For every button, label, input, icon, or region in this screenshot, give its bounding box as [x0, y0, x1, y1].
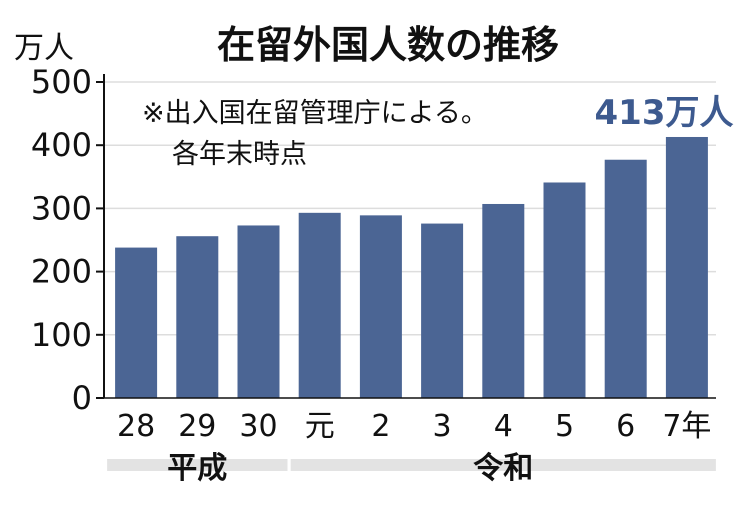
chart-title: 在留外国人数の推移 [217, 23, 559, 67]
bar-4 [298, 212, 341, 398]
era-labels: 平成 令和 [107, 451, 716, 486]
x-tick-label: 28 [117, 409, 155, 444]
y-tick-label: 300 [31, 189, 92, 227]
y-tick-label: 400 [31, 126, 92, 164]
bar-3 [237, 225, 280, 398]
era-band [107, 459, 288, 471]
bars [115, 136, 708, 398]
x-tick-label: 3 [433, 409, 452, 444]
era-label: 平成 [167, 451, 227, 486]
tick-labels: 0 100 200 300 400 500 28 29 30 元 2 3 4 5 6 7年 [31, 63, 712, 444]
x-tick-label: 6 [616, 409, 635, 444]
y-tick-label: 0 [72, 379, 92, 417]
bar-8 [543, 182, 586, 398]
x-tick-label: 4 [494, 409, 513, 444]
y-tick-label: 500 [31, 63, 92, 101]
x-tick-label: 元 [305, 409, 335, 444]
y-tick-label: 100 [31, 316, 92, 354]
note-line-1: ※出入国在留管理庁による。 [142, 98, 488, 129]
y-tick-label: 200 [31, 253, 92, 291]
highlight-data-label: 413万人 [595, 93, 734, 133]
x-tick-label: 2 [371, 409, 390, 444]
x-tick-label: 5 [555, 409, 574, 444]
x-tick-label: 29 [178, 409, 216, 444]
bar-7 [482, 203, 525, 398]
y-axis-label: 万人 [14, 31, 74, 66]
bar-9 [604, 159, 647, 398]
note-line-2: 各年末時点 [172, 139, 307, 170]
bar-10 [665, 136, 708, 398]
x-tick-label: 30 [239, 409, 277, 444]
bar-2 [176, 236, 219, 398]
axes [96, 74, 716, 399]
x-tick-label: 7年 [662, 409, 711, 444]
era-label: 令和 [473, 451, 533, 486]
era-band [290, 459, 716, 471]
bar-1 [115, 247, 158, 398]
bar-5 [359, 215, 402, 398]
bar-6 [421, 223, 464, 398]
